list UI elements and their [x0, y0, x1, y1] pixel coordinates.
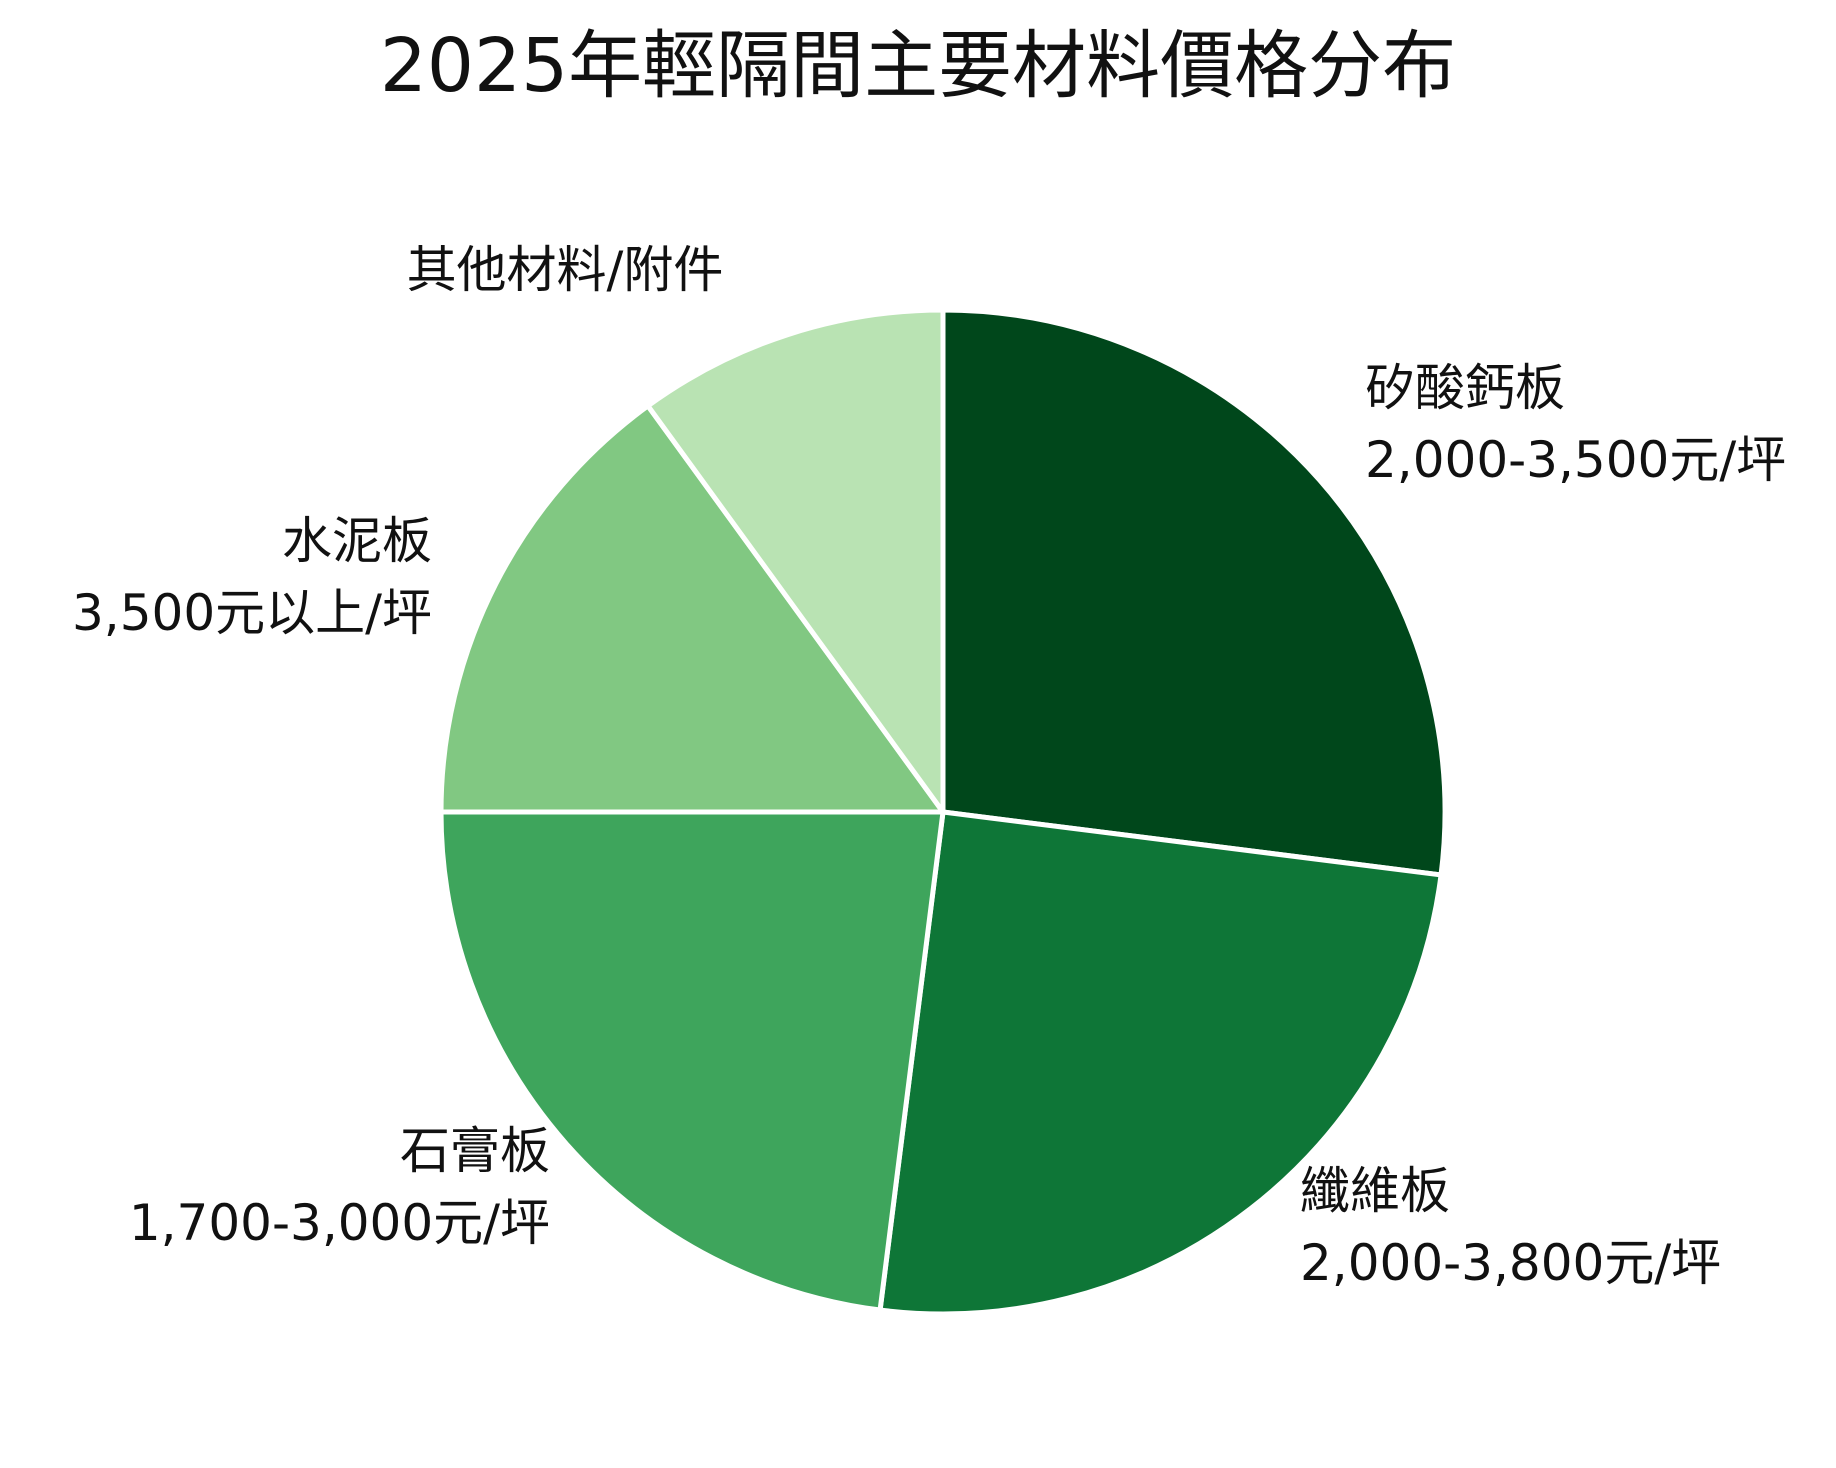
pie-slice [438, 809, 946, 1313]
chart-title: 2025年輕隔間主要材料價格分布 [379, 23, 1457, 109]
slice-name-label: 石膏板 [400, 1122, 550, 1180]
pie-slice [438, 403, 946, 815]
slice-name-label: 水泥板 [282, 512, 432, 570]
pie-slice [645, 307, 946, 815]
slice-price-label: 2,000-3,800元/坪 [1300, 1234, 1721, 1292]
slice-price-label: 2,000-3,500元/坪 [1365, 431, 1786, 489]
pie-slice [877, 809, 1444, 1317]
pie-slices [438, 307, 1448, 1317]
slice-name-label: 矽酸鈣板 [1365, 359, 1565, 417]
slice-name-label: 纖維板 [1300, 1162, 1450, 1220]
pie-slice [940, 307, 1448, 878]
slice-price-label: 1,700-3,000元/坪 [129, 1194, 550, 1252]
slice-price-label: 3,500元以上/坪 [72, 584, 432, 642]
slice-name-label: 其他材料/附件 [407, 241, 724, 299]
